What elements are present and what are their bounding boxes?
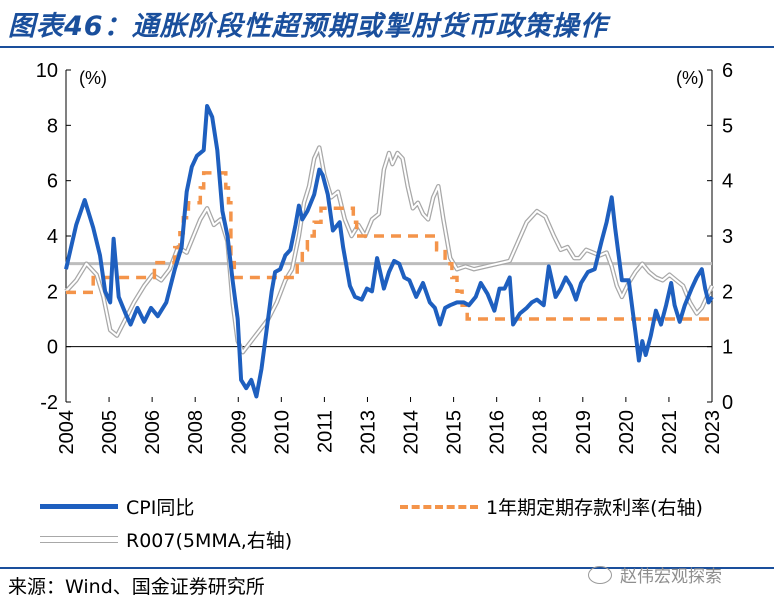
x-axis-tick-label: 2021 xyxy=(659,410,681,455)
left-axis-tick-label: -2 xyxy=(40,392,58,414)
legend-item-deposit-rate: 1年期定期存款利率(右轴) xyxy=(400,493,703,520)
series-line-r007 xyxy=(64,145,715,355)
footer-divider xyxy=(0,567,774,569)
x-axis-tick-label: 2013 xyxy=(357,410,379,455)
series-line-r007-inner xyxy=(65,146,713,354)
series-line-cpi xyxy=(64,104,714,399)
x-axis-tick-label: 2014 xyxy=(401,410,423,455)
watermark-text: 赵伟宏观探索 xyxy=(620,567,722,587)
left-axis-tick-label: 8 xyxy=(47,115,58,137)
left-axis-tick-label: 2 xyxy=(47,281,58,303)
x-axis-tick-label: 2010 xyxy=(271,410,293,455)
legend-label-cpi: CPI同比 xyxy=(126,497,195,519)
left-axis-tick-label: 0 xyxy=(47,337,58,359)
x-axis-tick-label: 2016 xyxy=(487,410,509,455)
x-axis-tick-label: 2004 xyxy=(56,410,78,455)
x-axis-tick-label: 2009 xyxy=(228,410,250,455)
left-axis-tick-label: 10 xyxy=(36,60,58,82)
right-axis-tick-label: 3 xyxy=(722,226,733,248)
x-axis-tick-label: 2008 xyxy=(185,410,207,455)
x-axis-tick-label: 2019 xyxy=(573,410,595,455)
legend-swatch-r007 xyxy=(40,536,118,543)
left-axis-tick-label: 6 xyxy=(47,171,58,193)
right-axis-tick-label: 6 xyxy=(722,60,733,82)
legend-item-r007: R007(5MMA,右轴) xyxy=(40,526,292,553)
source-note: 来源：Wind、国金证券研究所 xyxy=(8,576,265,598)
legend-swatch-deposit-rate xyxy=(400,504,478,509)
legend-label-r007: R007(5MMA,右轴) xyxy=(126,530,293,552)
legend-label-deposit-rate: 1年期定期存款利率(右轴) xyxy=(486,497,703,519)
right-axis-tick-label: 1 xyxy=(722,337,733,359)
x-axis-tick-label: 2023 xyxy=(702,410,724,455)
x-axis-tick-label: 2005 xyxy=(99,410,121,455)
x-axis-tick-label: 2015 xyxy=(444,410,466,455)
legend-swatch-cpi xyxy=(40,504,118,509)
watermark: 赵伟宏观探索 xyxy=(588,562,722,587)
x-axis-tick-label: 2018 xyxy=(530,410,552,455)
right-axis-unit-label: (%) xyxy=(676,68,704,88)
x-axis-tick-label: 2006 xyxy=(142,410,164,455)
x-axis-tick-label: 2020 xyxy=(616,410,638,455)
right-axis-tick-label: 4 xyxy=(722,171,733,193)
right-axis-tick-label: 2 xyxy=(722,281,733,303)
right-axis-tick-label: 0 xyxy=(722,392,733,414)
line-chart: -2 0 2 4 6 8 10 0 1 2 3 4 5 6 (%) (%) 2004 2005 2006 2008 20… xyxy=(36,60,733,455)
series-line-deposit-rate xyxy=(66,171,712,321)
left-axis-unit-label: (%) xyxy=(79,68,107,88)
wechat-icon xyxy=(588,566,612,584)
x-axis-tick-label: 2011 xyxy=(314,410,336,453)
legend-item-cpi: CPI同比 xyxy=(40,493,194,520)
title-divider xyxy=(0,46,774,48)
chart-title: 图表46：通胀阶段性超预期或掣肘货币政策操作 xyxy=(8,11,608,42)
right-axis-tick-label: 5 xyxy=(722,115,733,137)
left-axis-tick-label: 4 xyxy=(47,226,58,248)
